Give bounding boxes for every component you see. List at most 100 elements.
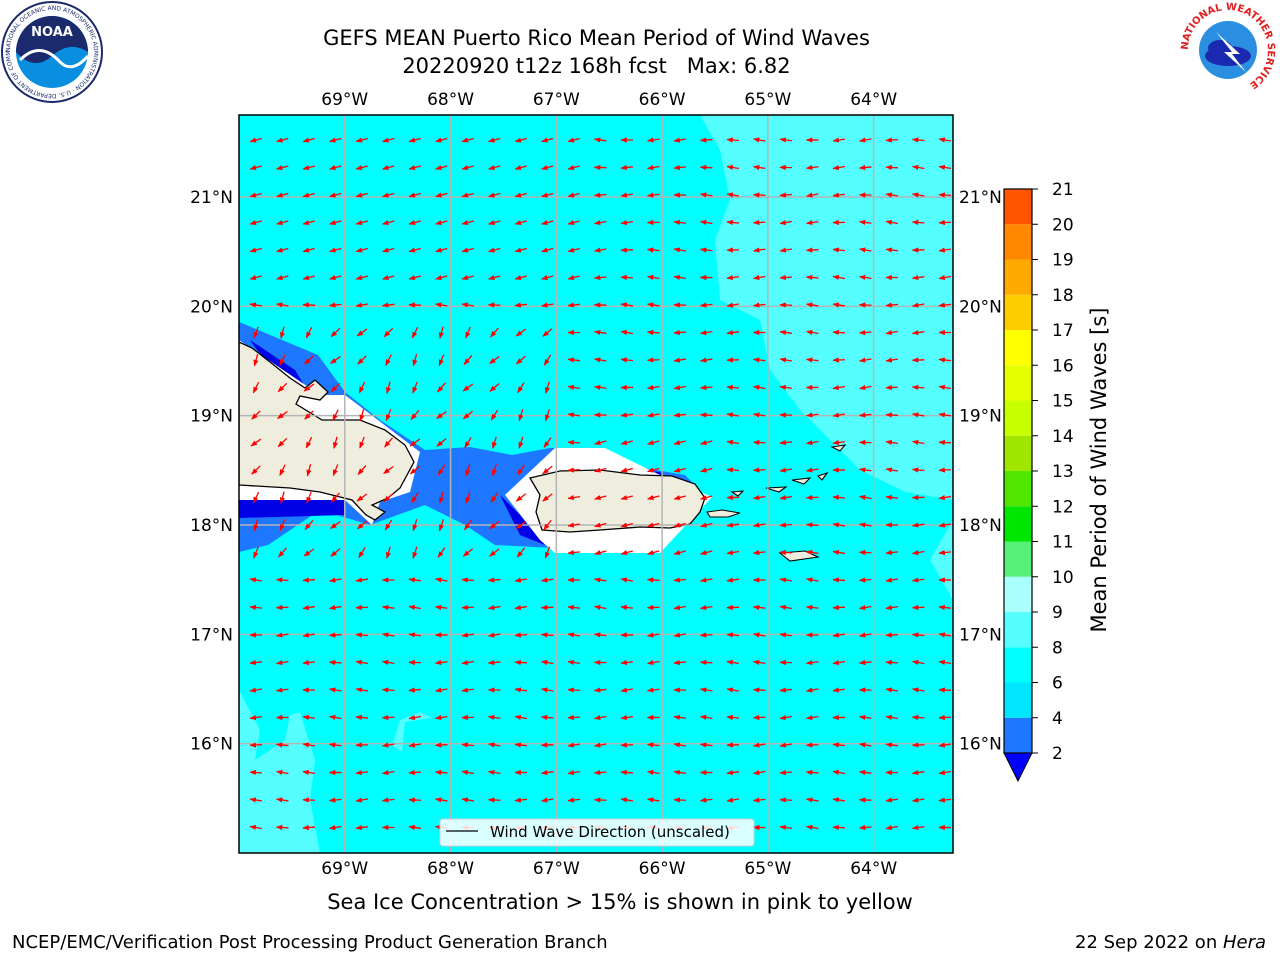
wave-direction-arrow [381, 797, 395, 803]
wave-direction-arrow [832, 302, 846, 308]
wave-direction-arrow [567, 137, 580, 143]
wave-direction-arrow [541, 165, 554, 171]
wave-direction-arrow [726, 769, 740, 776]
virgin-islands-land [765, 486, 788, 493]
wave-direction-arrow [411, 492, 419, 504]
wave-direction-arrow [832, 824, 846, 831]
wave-direction-arrow [858, 604, 872, 611]
wave-direction-arrow [518, 409, 524, 422]
wave-direction-arrow [567, 742, 581, 748]
wave-direction-arrow [620, 357, 634, 363]
wave-direction-arrow [752, 549, 766, 556]
wave-direction-arrow [328, 824, 342, 831]
colorbar-under-triangle [1003, 752, 1033, 783]
wave-direction-arrow [355, 714, 369, 721]
wave-direction-arrow [567, 687, 581, 693]
wave-direction-arrow [302, 275, 315, 281]
wave-direction-arrow [620, 495, 633, 501]
wave-direction-arrow [517, 382, 525, 394]
wave-direction-arrow [279, 519, 286, 532]
wave-direction-arrow [514, 659, 528, 666]
wave-direction-arrow [911, 797, 925, 803]
wave-direction-arrow [726, 412, 740, 418]
wave-direction-arrow [408, 577, 422, 583]
wave-direction-arrow [620, 577, 634, 583]
wave-direction-arrow [567, 467, 581, 473]
wave-direction-arrow [328, 852, 336, 853]
wave-direction-arrow [381, 687, 395, 693]
wave-direction-arrow [411, 326, 419, 339]
wave-direction-arrow [249, 577, 263, 583]
wave-direction-arrow [673, 219, 687, 226]
wave-direction-arrow [434, 769, 448, 776]
wave-direction-arrow [357, 355, 367, 365]
wave-direction-arrow [858, 742, 872, 748]
wave-direction-arrow [328, 714, 342, 721]
colorbar-tick-label: 9 [1052, 603, 1063, 623]
wave-direction-arrow [514, 165, 527, 171]
wave-direction-arrow [249, 275, 262, 281]
wave-direction-arrow [249, 769, 263, 776]
wave-direction-arrow [514, 275, 527, 281]
wave-direction-arrow [567, 659, 581, 666]
wave-direction-arrow [359, 409, 365, 422]
wave-direction-arrow [567, 412, 581, 418]
wave-direction-arrow [593, 357, 607, 363]
wave-direction-arrow [356, 493, 368, 502]
wave-direction-arrow [249, 302, 263, 308]
wave-direction-arrow [277, 437, 288, 448]
wave-direction-arrow [911, 549, 925, 556]
wave-direction-arrow [911, 329, 925, 336]
wave-direction-arrow [726, 137, 740, 143]
wave-direction-arrow [434, 302, 448, 308]
wave-direction-arrow [832, 357, 846, 363]
wave-direction-arrow [355, 632, 369, 638]
wave-direction-arrow [593, 687, 607, 693]
wave-direction-arrow [938, 384, 952, 391]
wave-direction-arrow [567, 247, 580, 253]
colorbar-tick-label: 18 [1052, 286, 1074, 306]
wave-direction-arrow [275, 797, 289, 803]
wave-direction-arrow [355, 302, 369, 308]
wave-direction-arrow [514, 137, 527, 143]
colorbar-tick-label: 13 [1052, 462, 1074, 482]
wave-direction-arrow [541, 137, 554, 143]
wave-direction-arrow [518, 436, 524, 449]
wave-direction-arrow [302, 824, 316, 831]
wave-direction-arrow [384, 519, 393, 531]
wave-direction-arrow [543, 437, 552, 448]
wave-direction-arrow [620, 164, 634, 171]
wave-direction-arrow [461, 220, 474, 226]
sea-ice-caption: Sea Ice Concentration > 15% is shown in … [327, 890, 913, 914]
period-6-8-region [392, 712, 432, 752]
wave-direction-arrow [514, 192, 527, 198]
wave-direction-arrow [487, 604, 501, 611]
wave-direction-arrow [567, 220, 580, 226]
wave-direction-arrow [779, 797, 793, 803]
wave-direction-arrow [594, 440, 607, 446]
wave-direction-arrow [383, 493, 394, 502]
wave-direction-arrow [752, 164, 766, 171]
wave-direction-arrow [357, 465, 367, 476]
virgin-islands-land [830, 444, 847, 452]
wave-direction-arrow [699, 164, 713, 171]
wave-direction-arrow [276, 192, 289, 198]
wave-direction-arrow [779, 604, 793, 611]
wave-direction-arrow [249, 742, 263, 748]
wave-direction-arrow [699, 329, 713, 336]
wave-direction-arrow [302, 192, 315, 198]
wave-direction-arrow [464, 519, 472, 531]
wave-direction-arrow [832, 247, 846, 253]
wave-direction-arrow [434, 852, 442, 853]
wave-direction-arrow [438, 519, 444, 532]
wave-direction-arrow [358, 547, 366, 559]
wave-direction-arrow [542, 328, 553, 337]
colorbar: 2 4 6 8 9 10 11 12 13 14 15 16 17 18 19 20 21 [1003, 180, 1074, 783]
wave-direction-arrow [593, 247, 607, 253]
wave-direction-arrow [673, 137, 687, 143]
wave-direction-arrow [673, 659, 687, 666]
wave-direction-arrow [752, 659, 766, 666]
period-below-2-region [500, 495, 545, 545]
lat-tick-label: 21°N [959, 188, 1002, 208]
wave-direction-arrow [358, 381, 366, 394]
